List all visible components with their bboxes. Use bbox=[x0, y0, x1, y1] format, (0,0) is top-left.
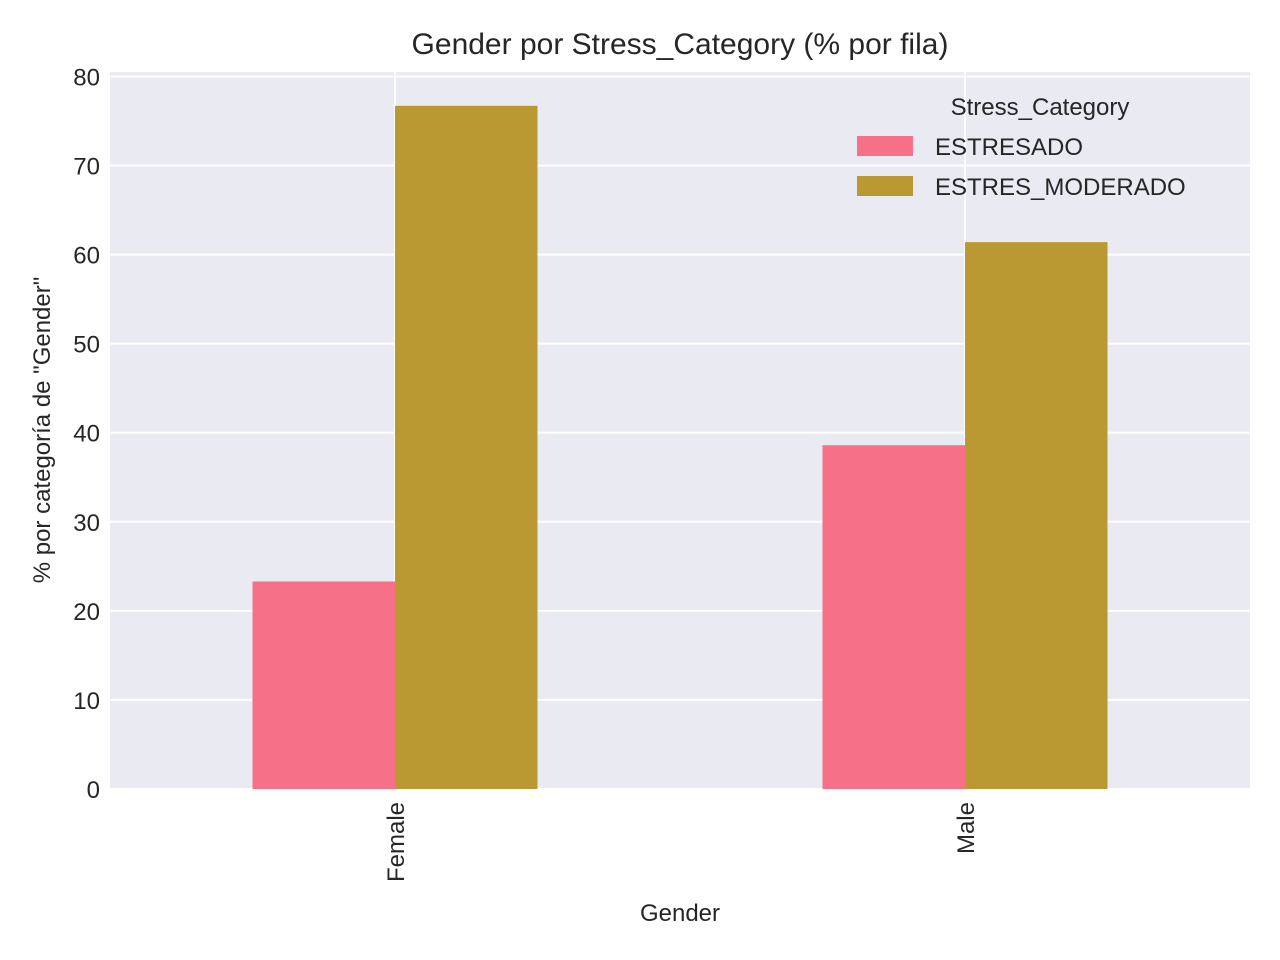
y-tick-label: 0 bbox=[87, 777, 100, 804]
chart-title: Gender por Stress_Category (% por fila) bbox=[412, 28, 949, 61]
bar-estresado-male bbox=[822, 445, 965, 789]
legend-title: Stress_Category bbox=[951, 94, 1130, 121]
legend-swatch-estresado bbox=[857, 136, 913, 156]
y-axis-ticks: 0 10 20 30 40 50 60 70 80 bbox=[73, 64, 100, 804]
y-tick-label: 70 bbox=[73, 154, 100, 181]
bar-estres-moderado-male bbox=[965, 242, 1108, 790]
y-tick-label: 10 bbox=[73, 688, 100, 715]
y-tick-label: 30 bbox=[73, 510, 100, 537]
legend-label-estresado: ESTRESADO bbox=[935, 134, 1083, 161]
y-tick-label: 20 bbox=[73, 599, 100, 626]
x-tick-label-male: Male bbox=[953, 802, 980, 854]
y-tick-label: 80 bbox=[73, 64, 100, 91]
y-tick-label: 60 bbox=[73, 243, 100, 270]
bar-estresado-female bbox=[252, 581, 395, 789]
bar-estres-moderado-female bbox=[395, 105, 538, 790]
legend-swatch-estres-moderado bbox=[857, 176, 913, 196]
x-tick-label-female: Female bbox=[383, 802, 410, 882]
x-axis-ticks: Female Male bbox=[383, 802, 980, 882]
x-axis-label: Gender bbox=[640, 900, 720, 927]
y-tick-label: 50 bbox=[73, 332, 100, 359]
y-axis-label: % por categoría de "Gender" bbox=[29, 277, 56, 584]
bars bbox=[252, 105, 1108, 790]
legend: Stress_Category ESTRESADO ESTRES_MODERAD… bbox=[857, 94, 1186, 201]
legend-label-estres-moderado: ESTRES_MODERADO bbox=[935, 174, 1186, 201]
y-tick-label: 40 bbox=[73, 421, 100, 448]
